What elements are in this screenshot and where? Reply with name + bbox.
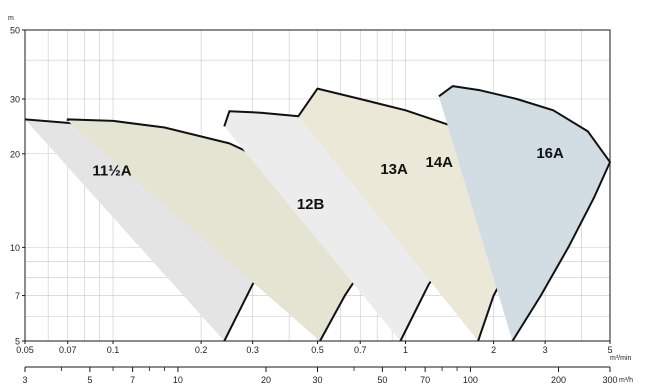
x-tick-label-min: 0.7 <box>354 345 367 355</box>
y-axis: 5 7 10 20 30 50 <box>10 26 25 347</box>
y-tick-label: 30 <box>10 94 20 104</box>
x-tick-label-min: 0.2 <box>195 345 208 355</box>
y-tick-label: 50 <box>10 26 20 36</box>
x-tick-label-min: 1 <box>403 345 408 355</box>
zone-label: 14A <box>425 154 453 171</box>
x-tick-label-h: 3 <box>22 375 27 385</box>
x-tick-label-h: 100 <box>463 375 478 385</box>
pump-zones <box>24 85 611 342</box>
x-tick-label-h: 200 <box>551 375 566 385</box>
x-tick-label-h: 70 <box>420 375 430 385</box>
x-tick-label-min: 0.05 <box>16 345 34 355</box>
zone-label: 11½A <box>92 163 131 180</box>
zone-label: 13A <box>380 161 408 178</box>
x-tick-label-h: 20 <box>261 375 271 385</box>
x-tick-label-min: 0.3 <box>246 345 259 355</box>
x-tick-label-min: 5 <box>607 345 612 355</box>
x-tick-label-h: 300 <box>602 375 617 385</box>
zone-label: 12B <box>297 196 325 213</box>
zone-label: 16A <box>536 145 564 162</box>
x-tick-label-h: 50 <box>377 375 387 385</box>
zone-labels: 11½A 12B 13A 14A 16A <box>92 145 564 213</box>
x-axis-m3-per-h: 3 5 7 10 20 30 50 70 100 200 300 <box>22 366 618 385</box>
y-tick-label: 7 <box>15 291 20 301</box>
x-tick-label-min: 3 <box>543 345 548 355</box>
x-tick-label-h: 7 <box>130 375 135 385</box>
y-tick-label: 20 <box>10 149 20 159</box>
x-tick-label-h: 10 <box>173 375 183 385</box>
x-tick-label-h: 30 <box>312 375 322 385</box>
x-axis-unit-min: m³/min <box>610 355 631 362</box>
x-tick-label-min: 0.1 <box>107 345 120 355</box>
x-tick-label-min: 0.07 <box>59 345 77 355</box>
y-axis-unit: m <box>8 15 14 22</box>
x-axis-unit-h: m³/h <box>619 377 633 384</box>
zone-area <box>438 85 611 342</box>
x-tick-label-min: 0.5 <box>311 345 324 355</box>
x-tick-label-h: 5 <box>87 375 92 385</box>
y-tick-label: 10 <box>10 243 20 253</box>
x-tick-label-min: 2 <box>491 345 496 355</box>
x-axis-m3-per-min: 0.05 0.07 0.1 0.2 0.3 0.5 0.7 1 2 3 5 <box>16 341 613 355</box>
y-tick-label: 5 <box>15 337 20 347</box>
